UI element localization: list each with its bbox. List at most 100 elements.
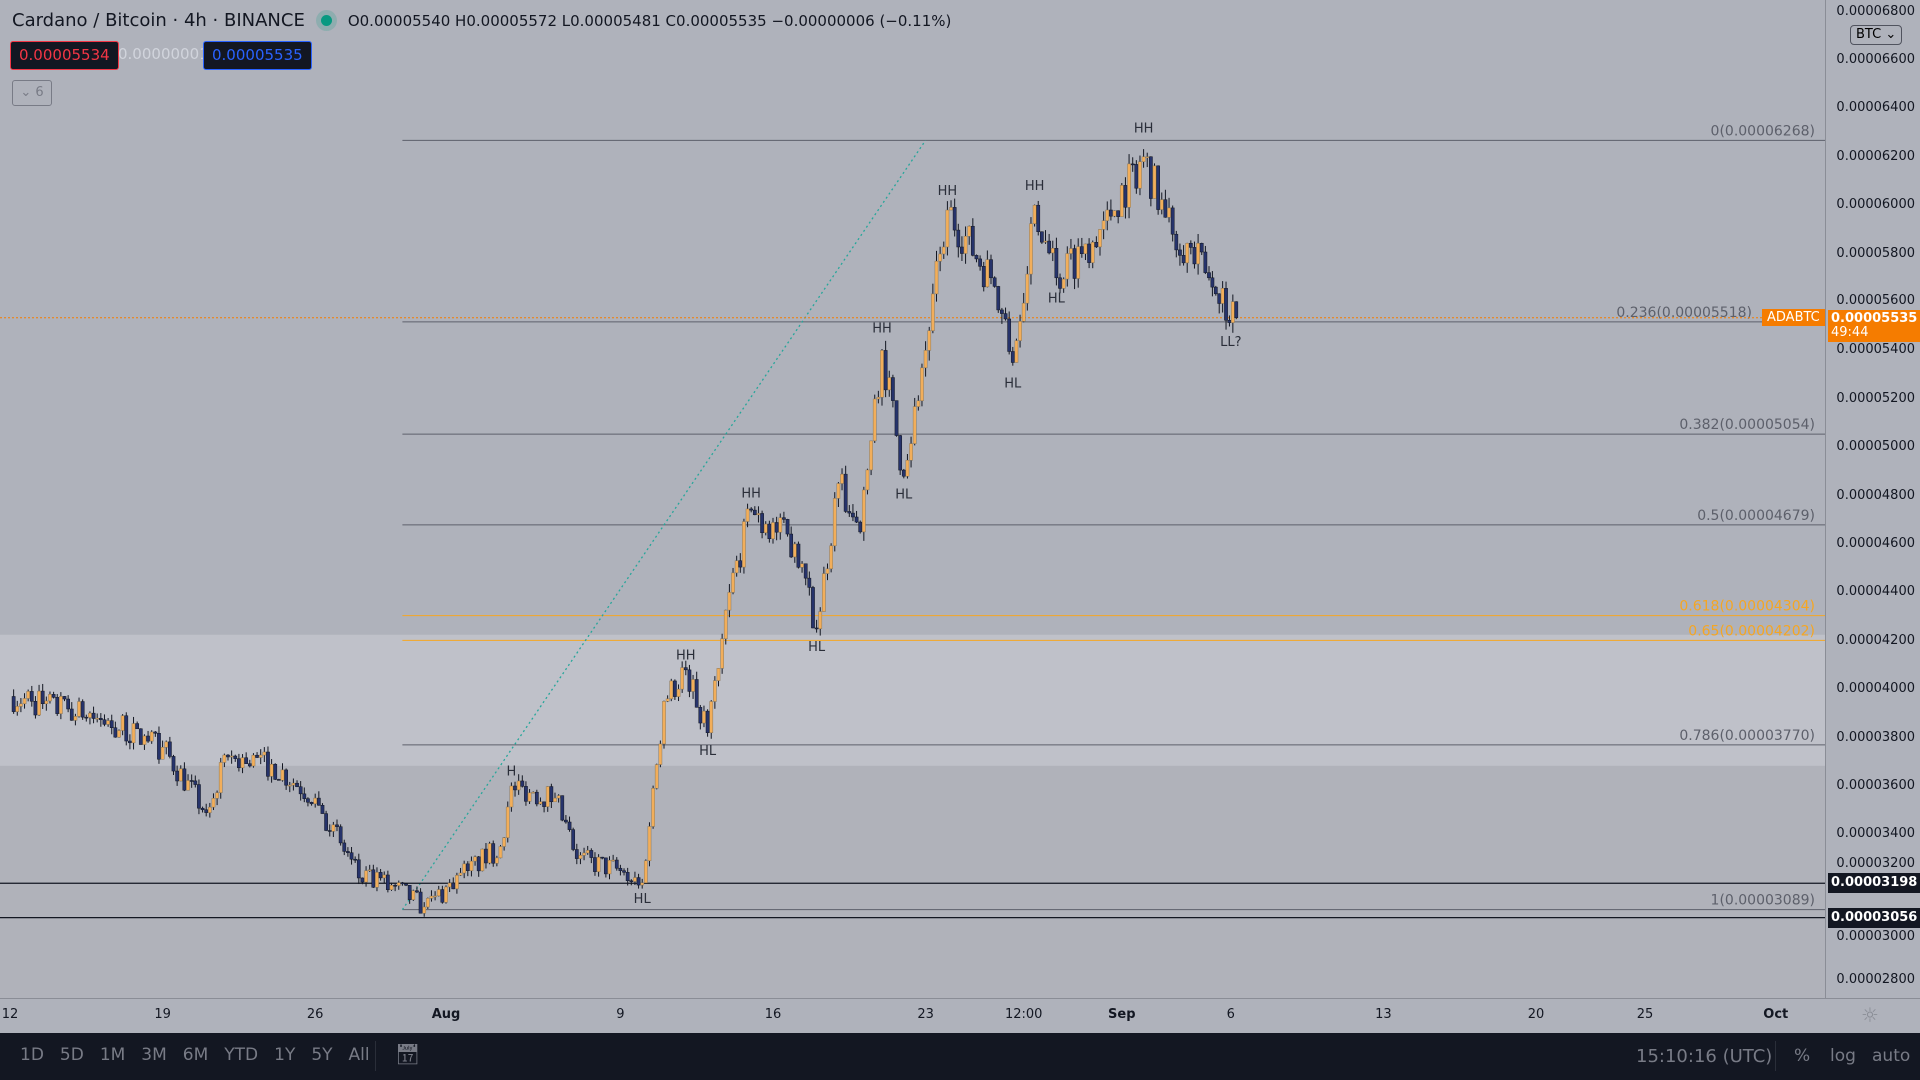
candle [77,697,81,718]
log-scale-toggle[interactable]: log [1830,1046,1856,1066]
candle-body [229,755,234,758]
market-status-icon [320,15,332,26]
currency-button[interactable]: BTC ⌄ [1850,25,1903,45]
candle-body [240,757,245,769]
clock-timezone[interactable]: 15:10:16 (UTC) [1636,1046,1773,1067]
candle [800,561,804,573]
candle [498,845,503,859]
candle [614,857,619,871]
indicators-collapse-button[interactable]: ⌄ 6 [12,80,52,106]
candle-body [611,859,615,862]
candle-body [211,798,216,808]
candle [302,787,307,803]
candle-body [654,764,659,789]
candle-body [327,830,332,832]
candle [1076,238,1081,288]
candle-body [138,728,143,745]
candle-body [128,740,132,744]
candle [832,492,837,552]
fib-level-label: 0.5(0.00004679) [1697,508,1815,524]
candle-body [484,848,488,864]
range-button-5d[interactable]: 5D [59,1045,84,1065]
price-axis[interactable]: BTC ⌄ 0.00003198 0.00003056 0.00005535 49:4… [1825,0,1920,998]
candle-body [473,856,477,862]
candle-body [774,522,779,533]
candle [534,789,539,807]
candle [822,566,826,612]
candle-body [1130,163,1135,166]
fib-level-label: 0.786(0.00003770) [1679,728,1815,744]
range-button-1y[interactable]: 1Y [274,1045,296,1065]
fib-level-label: 0.382(0.00005054) [1679,417,1815,433]
candle-body [502,837,506,847]
candle-body [146,735,150,742]
range-button-1m[interactable]: 1M [99,1045,126,1065]
candle-body [1217,293,1222,304]
candle [425,897,430,909]
candle-body [157,733,161,760]
time-tick-label: Aug [431,1007,461,1022]
candle [59,692,63,720]
candle [462,860,467,879]
candle [455,872,459,894]
swing-label: HH [676,648,696,663]
sell-price-button[interactable]: 0.00005534 [10,41,119,70]
range-button-3m[interactable]: 3M [141,1045,167,1065]
candle-body [455,875,459,890]
candle-body [175,770,179,782]
candle [1167,197,1171,223]
candle-body [887,377,892,391]
candle-body [218,762,223,793]
candle [197,779,201,815]
candle [164,740,169,755]
auto-scale-toggle[interactable]: auto [1872,1046,1911,1066]
percent-scale-toggle[interactable]: % [1794,1046,1811,1066]
lower-zone [0,765,1825,998]
buy-price-button[interactable]: 0.00005535 [203,41,312,70]
candle [738,553,743,573]
candle-body [574,849,579,859]
candle-body [1152,165,1157,199]
symbol-title[interactable]: Cardano / Bitcoin · 4h · BINANCE [12,10,305,31]
time-tick-label: 25 [1636,1007,1654,1022]
candle [723,609,728,645]
chart-plot-area[interactable]: 0(0.00006268) 0.236(0.00005518) 0.382(0.00… [0,0,1825,998]
go-to-date-calendar-icon[interactable]: 📅︎ [395,1042,421,1066]
candle-body [29,691,34,702]
candle [1130,157,1135,172]
range-button-ytd[interactable]: YTD [224,1045,259,1065]
candle [135,721,140,730]
time-axis[interactable]: ☼ 12 19 26 Aug 9 16 23 12:00 Sep 6 13 20 25 Oct [0,998,1920,1034]
candle-body [614,859,619,869]
candle-body [1032,204,1037,224]
candle-body [640,882,645,886]
candle-body [680,667,685,690]
candle-body [95,717,100,720]
swing-label: HL [1004,376,1022,391]
range-button-6m[interactable]: 6M [182,1045,209,1065]
candle-body [153,731,158,734]
candle [742,518,746,574]
candle-body [847,511,852,514]
candle-body [309,802,314,805]
range-button-1d[interactable]: 1D [20,1045,44,1065]
candle [941,241,946,259]
candle-body [818,611,823,629]
candle-body [1116,210,1121,217]
candle-body [277,779,281,781]
candle-body [604,857,608,875]
range-button-all[interactable]: All [348,1045,370,1065]
candle [1109,199,1113,221]
chevron-down-icon: ⌄ [20,85,32,100]
candle [1105,201,1110,231]
candle [814,619,819,633]
candle [912,397,917,446]
swing-label: H [507,765,517,780]
candle-body [800,563,804,568]
candle [11,689,16,714]
settings-gear-icon[interactable]: ☼ [1861,1003,1879,1027]
candle [444,885,448,904]
candle-body [335,824,339,827]
range-button-5y[interactable]: 5Y [311,1045,333,1065]
candle [629,879,634,886]
